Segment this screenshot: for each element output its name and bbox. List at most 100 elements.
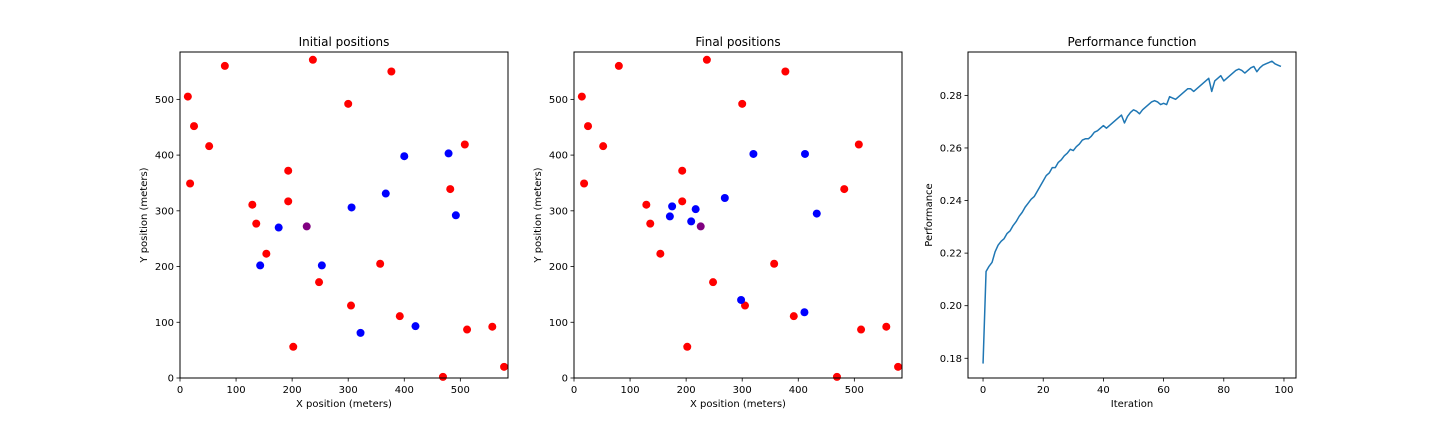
point-series0-8: [284, 166, 293, 175]
point-series1-0: [274, 223, 283, 232]
point-series2-0: [302, 222, 311, 231]
point-series1-9: [800, 308, 809, 317]
y-tick-label: 400: [549, 151, 568, 162]
y-axis-label: Y position (meters): [139, 167, 150, 263]
chart-title: Performance function: [1068, 35, 1197, 49]
y-tick-label: 300: [155, 206, 174, 217]
point-series0-2: [186, 179, 195, 188]
y-tick-label: 0.18: [940, 354, 962, 365]
y-axis-label: Y position (meters): [533, 167, 544, 263]
point-series0-0: [577, 92, 586, 101]
point-series0-16: [395, 312, 404, 321]
y-tick-label: 300: [549, 206, 568, 217]
point-series0-23: [894, 362, 903, 371]
x-tick-label: 500: [845, 385, 864, 396]
point-series1-5: [400, 152, 409, 161]
point-series0-22: [438, 372, 447, 381]
y-tick-label: 200: [549, 262, 568, 273]
point-series1-7: [451, 211, 460, 220]
point-series0-1: [584, 122, 593, 131]
point-series1-2: [317, 261, 326, 270]
point-series1-1: [801, 149, 810, 158]
axes-layer: 0 100 200 300 400 5000100200300400500Initial …: [139, 35, 1297, 410]
x-tick-label: 400: [789, 385, 808, 396]
point-series0-14: [741, 301, 750, 310]
point-series0-23: [500, 362, 509, 371]
point-series0-17: [289, 342, 298, 351]
chart-3: 0 20 40 60 80 100 0.18 0.20 0.22 0.24 0.26 0.28 Perf…: [924, 35, 1297, 410]
point-series0-9: [284, 197, 293, 206]
point-series0-18: [460, 140, 469, 149]
point-series0-0: [183, 92, 192, 101]
x-tick-label: 100: [621, 385, 640, 396]
point-series0-12: [262, 249, 271, 258]
point-series0-3: [599, 142, 608, 151]
point-series0-11: [252, 219, 261, 228]
point-series0-20: [463, 325, 472, 334]
point-series0-14: [347, 301, 356, 310]
x-tick-label: 0: [571, 385, 577, 396]
point-series0-19: [840, 185, 849, 194]
point-series0-13: [709, 278, 718, 287]
point-series0-15: [376, 259, 385, 268]
point-series0-20: [857, 325, 866, 334]
point-series0-12: [656, 249, 665, 258]
point-series0-21: [488, 322, 497, 331]
y-axis-label: Performance: [924, 183, 935, 246]
y-tick-label: 0.20: [940, 301, 962, 312]
chart-1: 0 100 200 300 400 500 0 100 200 300 400 500 Initial …: [139, 35, 509, 410]
point-series1-3: [347, 203, 356, 212]
point-series0-3: [205, 142, 214, 151]
x-tick-label: 500: [451, 385, 470, 396]
point-series0-8: [678, 166, 687, 175]
point-series0-11: [646, 219, 655, 228]
point-series1-9: [411, 322, 420, 331]
point-series0-10: [248, 200, 257, 209]
x-axis-label: X position (meters): [690, 399, 786, 410]
point-series0-10: [642, 200, 651, 209]
point-series0-9: [678, 197, 687, 206]
y-tick-label: 0.22: [940, 249, 962, 260]
point-series1-6: [444, 149, 453, 158]
x-tick-label: 20: [1037, 385, 1050, 396]
point-series0-2: [580, 179, 589, 188]
point-series0-1: [190, 122, 199, 131]
x-axis-label: Iteration: [1111, 399, 1153, 410]
axes-frame: [573, 51, 903, 379]
y-tick-label: 0: [168, 374, 174, 385]
point-series0-19: [446, 185, 455, 194]
point-series1-8: [356, 328, 365, 337]
point-series1-7: [687, 217, 696, 226]
point-series2-0: [696, 222, 705, 231]
x-tick-label: 400: [395, 385, 414, 396]
x-tick-label: 200: [677, 385, 696, 396]
y-tick-label: 0.28: [940, 91, 962, 102]
point-series1-8: [737, 295, 746, 304]
x-tick-label: 0: [177, 385, 183, 396]
point-series1-3: [812, 209, 821, 218]
y-tick-label: 500: [549, 95, 568, 106]
x-tick-label: 100: [1274, 385, 1293, 396]
point-series1-0: [749, 149, 758, 158]
point-series0-5: [702, 55, 711, 64]
x-tick-label: 60: [1157, 385, 1170, 396]
point-series1-4: [381, 189, 390, 198]
x-tick-label: 200: [283, 385, 302, 396]
point-series0-6: [344, 99, 353, 108]
chart-title: Final positions: [695, 35, 780, 49]
x-tick-label: 300: [733, 385, 752, 396]
point-series1-6: [665, 212, 674, 221]
point-series0-21: [882, 322, 891, 331]
x-tick-label: 80: [1217, 385, 1230, 396]
chart-2: 0 100 200 300 400 500 0 100 200 300 400 500 Final po…: [533, 35, 903, 410]
point-series0-6: [738, 99, 747, 108]
y-tick-label: 400: [155, 151, 174, 162]
point-series0-18: [854, 140, 863, 149]
x-tick-label: 300: [339, 385, 358, 396]
point-series0-16: [789, 312, 798, 321]
x-axis-label: X position (meters): [296, 399, 392, 410]
point-series1-5: [691, 205, 700, 214]
y-tick-label: 0.24: [940, 196, 962, 207]
